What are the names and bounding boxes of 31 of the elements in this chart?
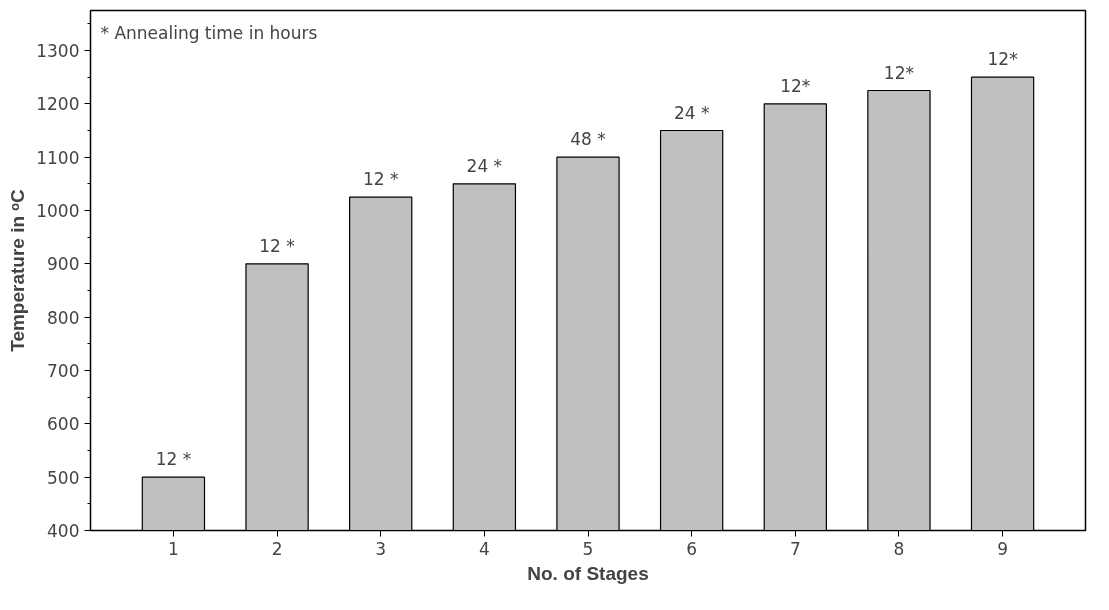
x-tick-label: 1 — [168, 538, 179, 559]
text: 12 * — [155, 449, 192, 470]
text: 12* — [780, 75, 811, 96]
y-tick-label: 600 — [47, 414, 80, 435]
y-tick-label: 800 — [47, 307, 80, 328]
y-axis-title: Temperature in ᵒC — [7, 188, 29, 352]
x-tick-label: 7 — [789, 538, 801, 559]
text: 24 * — [466, 155, 503, 176]
x-tick-label: 8 — [893, 538, 905, 559]
y-tick-label: 500 — [47, 467, 80, 488]
text: 12* — [987, 49, 1018, 70]
y-tick-label: 1200 — [36, 94, 80, 115]
y-tick-label: 700 — [47, 361, 80, 381]
x-tick-label: 2 — [271, 538, 283, 559]
x-tick-label: 5 — [582, 538, 594, 559]
text: 12 * — [362, 169, 399, 190]
y-tick-label: 900 — [47, 254, 80, 275]
x-tick-label: 6 — [686, 538, 698, 559]
text: 12 * — [259, 235, 295, 256]
x-tick-label: 9 — [997, 538, 1008, 559]
x-axis-title: No. of Stages — [527, 562, 649, 584]
y-tick-label: 1100 — [36, 147, 80, 168]
text: 24 * — [673, 102, 710, 123]
x-tick-label: 4 — [478, 538, 490, 559]
y-tick-label: 1300 — [36, 41, 80, 61]
text: 48 * — [570, 129, 606, 150]
text: 12* — [883, 62, 915, 83]
y-tick-label: 1000 — [36, 201, 80, 221]
y-tick-label: 400 — [47, 521, 80, 541]
annotation: * Annealing time in hours — [100, 22, 318, 43]
x-tick-label: 3 — [375, 538, 387, 559]
